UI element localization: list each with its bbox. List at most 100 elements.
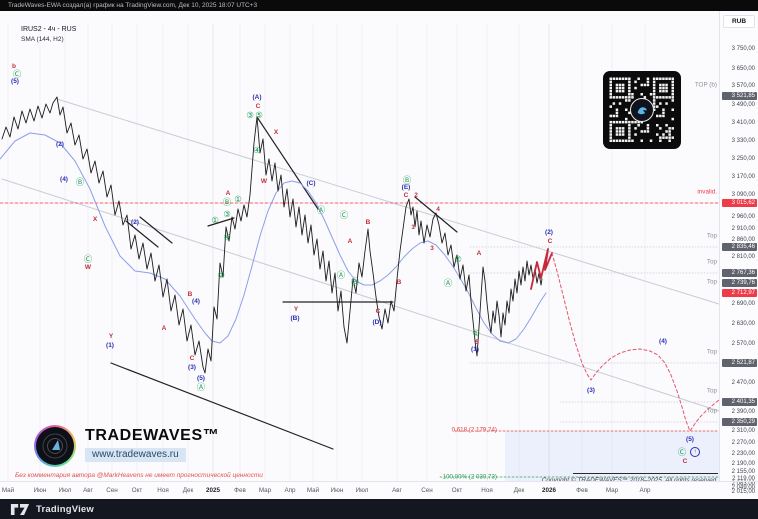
price-tag: 2 401,35 (722, 398, 757, 406)
price-tick: 2 570,00 (731, 341, 755, 347)
wave-label: (3) (188, 363, 196, 371)
price-tick: 3 410,00 (731, 120, 755, 126)
wave-label: (2) (545, 228, 553, 236)
level-edge-label: Top (706, 387, 717, 395)
price-tick: 2 960,00 (731, 214, 755, 220)
price-tag: 2 712,97 (722, 289, 757, 297)
wave-label: (2) (56, 140, 64, 148)
time-axis[interactable]: Май Июн Июл Авг Сен Окт Ноя Дек 2025 Фев Мар Апр Май… (0, 481, 720, 500)
wave-label: Ⓐ (443, 277, 453, 288)
time-tick: Фев (576, 487, 588, 494)
trendline (125, 220, 159, 248)
price-tick: 2 630,00 (731, 321, 755, 327)
wave-label: (B) (290, 314, 300, 322)
wave-label: C (682, 457, 688, 465)
wave-label: ③ (223, 208, 231, 219)
time-tick-year: 2025 (205, 487, 221, 494)
tradingview-logo-icon[interactable] (10, 503, 30, 516)
level-edge-label: Top (706, 407, 717, 415)
wave-label: (2) (131, 218, 139, 226)
price-tick: 2 910,00 (731, 226, 755, 232)
wave-label: 2 (414, 191, 418, 199)
wave-label: 1 (411, 223, 415, 231)
time-tick: Май (1, 487, 15, 494)
chart-legend: IRUS2 - 4ч - RUS SMA (144, H2) (21, 26, 76, 43)
disclaimer-text: Без комментария автора @MarkHeavens не и… (15, 472, 263, 479)
level-edge-label: Top (706, 258, 717, 266)
time-tick: Ноя (157, 487, 169, 494)
wave-label: W (260, 177, 268, 185)
zigzag-projection (530, 248, 553, 290)
wave-label: ③ (246, 109, 254, 120)
plot-canvas[interactable] (0, 11, 758, 519)
tradewaves-watermark: TRADEWAVES™ www.tradewaves.ru (34, 425, 219, 467)
time-tick: Дек (182, 487, 194, 494)
wave-label: (4) (659, 337, 667, 345)
price-tick: 2 270,00 (731, 440, 755, 446)
time-tick: Мар (258, 487, 272, 494)
wave-label: Ⓒ (12, 68, 22, 79)
wave-label: (5) (11, 77, 19, 85)
wave-label: (A) (252, 93, 262, 101)
time-tick: Сен (421, 487, 433, 494)
time-tick: Апр (639, 487, 651, 494)
symbol-title: IRUS2 - 4ч - RUS (21, 26, 77, 33)
channel-line (1, 178, 720, 412)
chart-panel[interactable]: IRUS2 - 4ч - RUS SMA (144, H2) b Ⓒ (5) (2)(… (0, 11, 758, 499)
wave-label: Ⓒ (677, 446, 687, 457)
wave-label: Ⓑ (350, 276, 360, 287)
wave-label: ① (211, 214, 219, 225)
wave-label: A (225, 189, 231, 197)
time-tick: Авг (83, 487, 93, 494)
price-tag: 2 350,29 (722, 418, 757, 426)
price-tick: 2 690,00 (731, 301, 755, 307)
time-tick: Май (306, 487, 320, 494)
price-axis[interactable]: RUB 3 750,00 3 650,00 3 570,00 3 490,00 3 41… (719, 11, 758, 499)
wave-label: (E) (401, 183, 411, 191)
sma-line (0, 132, 547, 344)
tradingview-footer: TradingView (0, 499, 758, 519)
tradingview-footer-label[interactable]: TradingView (36, 503, 94, 515)
wave-icon (637, 107, 647, 115)
time-tick: Июл (58, 487, 72, 494)
qr-modules (609, 77, 674, 142)
price-tag: 2 767,36 (722, 269, 757, 277)
price-tick: 2 049,00 (731, 485, 755, 491)
brand-title: TRADEWAVES™ (85, 427, 220, 444)
wave-label: C (547, 237, 553, 245)
wave-label: A (476, 249, 482, 257)
price-tick: 2 155,00 (731, 469, 755, 475)
wave-label: 3 (430, 244, 434, 252)
price-tick: 2 015,00 (731, 489, 755, 495)
wave-label: (5) (686, 435, 694, 443)
wave-label: Y (108, 332, 114, 340)
wave-label: (4) (60, 175, 68, 183)
wave-label: W (84, 263, 92, 271)
wave-label: X (273, 128, 279, 136)
price-tag: 2 835,46 (722, 243, 757, 251)
price-tick: 2 310,00 (731, 428, 755, 434)
wave-label: ① (234, 193, 242, 204)
price-tick: 3 330,00 (731, 138, 755, 144)
time-tick: Дек (513, 487, 525, 494)
wave-label: Ⓐ (196, 381, 206, 392)
fib-label: 100,00% (2 030,73) (442, 473, 497, 481)
axis-corner-divider (720, 481, 758, 482)
time-tick: Ноя (481, 487, 493, 494)
time-tick-year: 2026 (541, 487, 557, 494)
wave-label: C (255, 102, 261, 110)
wave-label: (1) (106, 341, 114, 349)
price-tick: 2 810,00 (731, 254, 755, 260)
wave-label: ② (217, 269, 225, 280)
wave-label: B (365, 218, 371, 226)
trendline (139, 216, 173, 244)
wave-label: 5 (475, 338, 479, 346)
wave-label: 4 (436, 205, 440, 213)
time-tick: Апр (284, 487, 296, 494)
dotted-projection (551, 252, 720, 432)
wave-label: ① (472, 327, 480, 338)
price-tick: 3 750,00 (731, 46, 755, 52)
price-tick: 2 190,00 (731, 461, 755, 467)
price-tag: 3 015,62 (722, 199, 757, 207)
brand-url: www.tradewaves.ru (85, 448, 186, 462)
